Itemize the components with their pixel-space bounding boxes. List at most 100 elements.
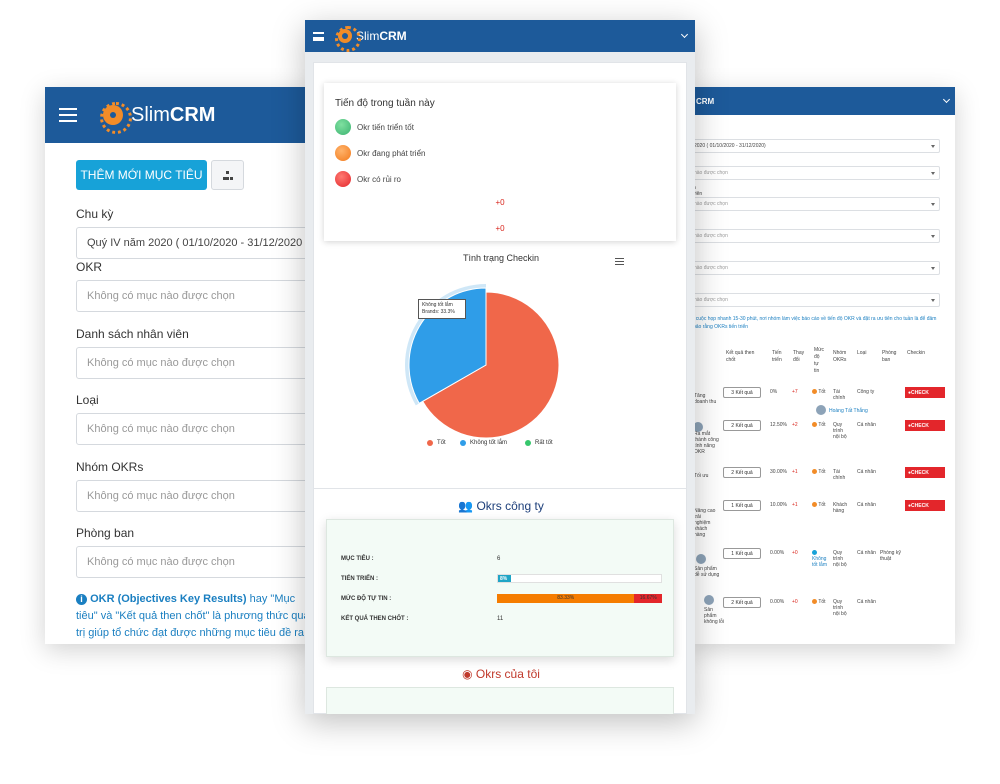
okr-info-text: i OKR (Objectives Key Results) hay "Mục … <box>76 593 315 639</box>
company-okr-card: MỤC TIÊU : 6 TIẾN TRIỂN : 8% MỨC ĐỘ TỰ T… <box>326 519 674 657</box>
key-results-button[interactable]: 1 Kết quả <box>723 548 761 559</box>
key-results-button[interactable]: 3 Kết quả <box>723 387 761 398</box>
checkin-button[interactable]: ● CHECK <box>905 387 945 398</box>
okr-confidence: Tốt <box>812 502 830 508</box>
okr-change: +1 <box>792 502 798 508</box>
okr-name: Sản phẩm dễ sử dụng <box>694 566 720 578</box>
okr-group-select[interactable]: Không có mục nào được chọn <box>76 480 315 512</box>
table-row: Sản phẩm không lỗi 2 Kết quả 0.00% +0 Tố… <box>690 595 955 644</box>
table-row: Tăng doanh thu 3 Kết quả 0% +7 Tốt Tài c… <box>690 387 955 437</box>
key-results-button[interactable]: 2 Kết quả <box>723 597 761 608</box>
warning-status-icon <box>812 550 817 556</box>
dashboard-top-section: Tiến độ trong tuần này Okr tiến triển tố… <box>313 62 687 492</box>
okr-change: +0 <box>792 550 798 556</box>
key-results-value: 11 <box>497 616 504 622</box>
confidence-label: MỨC ĐỘ TỰ TIN : <box>341 596 392 602</box>
checkin-button[interactable]: ● CHECK <box>905 420 945 431</box>
type-label: Loại <box>76 393 99 407</box>
good-status-icon <box>812 389 817 395</box>
hamburger-menu-icon[interactable] <box>59 108 77 122</box>
dropdown-icon <box>931 298 935 302</box>
key-results-button[interactable]: 1 Kết quả <box>723 500 761 511</box>
logo-gear-icon <box>335 26 361 52</box>
legend-good[interactable]: Tốt <box>427 440 446 446</box>
th-department: Phòng ban <box>882 350 897 363</box>
dropdown-icon <box>931 266 935 270</box>
key-results-label: KẾT QUẢ THEN CHỐT : <box>341 616 409 622</box>
confidence-good-segment: 83.33% <box>497 594 635 603</box>
app-logo: SlimCRM <box>131 103 216 126</box>
my-okr-card <box>326 687 674 714</box>
th-type: Loại <box>857 350 867 356</box>
confidence-risk-segment: 16.67% <box>634 594 662 603</box>
department-select[interactable]: Không có mục nào được chọn <box>76 546 315 578</box>
okr-progress: 0% <box>770 389 778 395</box>
department-label: Phòng ban <box>76 526 135 540</box>
okr-confidence: Tốt <box>812 469 830 475</box>
tree-view-button[interactable] <box>211 160 244 190</box>
good-status-icon <box>812 502 817 508</box>
add-objective-button[interactable]: THÊM MỚI MỤC TIÊU <box>76 160 207 190</box>
progress-developing-item: Okr đang phát triển <box>335 145 425 161</box>
dropdown-icon <box>931 171 935 175</box>
okr-department: Phòng kỹ thuật <box>880 550 901 562</box>
cycle-label: Chu kỳ <box>76 207 114 221</box>
weekly-progress-title: Tiến độ trong tuần này <box>335 98 435 109</box>
cycle-select[interactable]: Quý IV năm 2020 ( 01/10/2020 - 31/12/202… <box>76 227 315 259</box>
dropdown-icon <box>931 144 935 148</box>
okr-group-label: Nhóm OKRs <box>76 460 144 474</box>
good-status-icon <box>812 422 817 428</box>
hamburger-menu-icon[interactable] <box>313 31 324 41</box>
info-icon: i <box>76 594 87 605</box>
okr-label: OKR <box>76 260 103 274</box>
key-results-button[interactable]: 2 Kết quả <box>723 467 761 478</box>
progress-bar: 8% <box>497 574 662 583</box>
avatar <box>693 422 703 432</box>
objectives-value: 6 <box>497 556 501 562</box>
logo-gear-icon <box>100 102 132 134</box>
th-confidence: Mức độ tự tin <box>814 347 825 374</box>
legend-not-so-good[interactable]: Không tốt lắm <box>460 440 507 446</box>
okr-name: Tối ưu <box>694 473 709 479</box>
okr-group: Quy trình nội bộ <box>833 422 847 440</box>
confidence-bar: 83.33% 16.67% <box>497 594 662 603</box>
legend-very-good[interactable]: Rất tốt <box>525 440 553 446</box>
checkin-button[interactable]: ● CHECK <box>905 467 945 478</box>
okr-owner[interactable]: Hoàng Tất Thắng <box>829 408 868 414</box>
right-dept-select[interactable]: nào được chọn <box>690 293 940 307</box>
user-circle-icon: ◉ <box>462 667 473 681</box>
okr-change: +1 <box>792 469 798 475</box>
checkin-button[interactable]: ● CHECK <box>905 500 945 511</box>
right-type-select[interactable]: nào được chọn <box>690 229 940 243</box>
objectives-label: MỤC TIÊU : <box>341 556 374 562</box>
okr-confidence: Không tốt lắm <box>812 550 828 568</box>
users-icon: 👥 <box>458 499 474 513</box>
chart-menu-icon[interactable] <box>615 258 624 265</box>
pie-slice-good[interactable] <box>422 291 560 439</box>
progress-delta-1: +0 <box>495 198 505 207</box>
right-logo: CRM <box>696 96 715 106</box>
staff-label: Danh sách nhân viên <box>76 327 189 341</box>
right-group-select[interactable]: nào được chọn <box>690 261 940 275</box>
type-select[interactable]: Không có mục nào được chọn <box>76 413 315 445</box>
okr-group: Quy trình nội bộ <box>833 599 847 617</box>
dropdown-icon <box>931 234 935 238</box>
chart-tooltip: Không tốt lắm Brands: 33.3% <box>418 299 466 319</box>
right-okr-select[interactable]: nào được chọn <box>690 166 940 180</box>
okr-type: Cá nhân <box>857 599 876 605</box>
chevron-down-icon[interactable] <box>680 30 689 39</box>
okr-name: Tăng doanh thu <box>694 393 717 405</box>
progress-risk-item: Okr có rủi ro <box>335 171 401 187</box>
staff-select[interactable]: Không có mục nào được chọn <box>76 347 315 379</box>
chevron-down-icon[interactable] <box>942 95 951 104</box>
okr-select[interactable]: Không có mục nào được chọn <box>76 280 315 312</box>
th-key-results: Kết quả then chốt <box>726 350 755 363</box>
progress-good-item: Okr tiến triển tốt <box>335 119 414 135</box>
right-staff-select[interactable]: nào được chọn <box>690 197 940 211</box>
legend-dot-icon <box>525 440 531 446</box>
okr-confidence: Tốt <box>812 422 830 428</box>
right-cycle-select[interactable]: 2020 ( 01/10/2020 - 31/12/2020) <box>690 139 940 153</box>
okr-type: Cá nhân <box>857 422 876 428</box>
okr-name: Ra mắt thành công tính năng OKR <box>694 431 719 455</box>
key-results-button[interactable]: 2 Kết quả <box>723 420 761 431</box>
